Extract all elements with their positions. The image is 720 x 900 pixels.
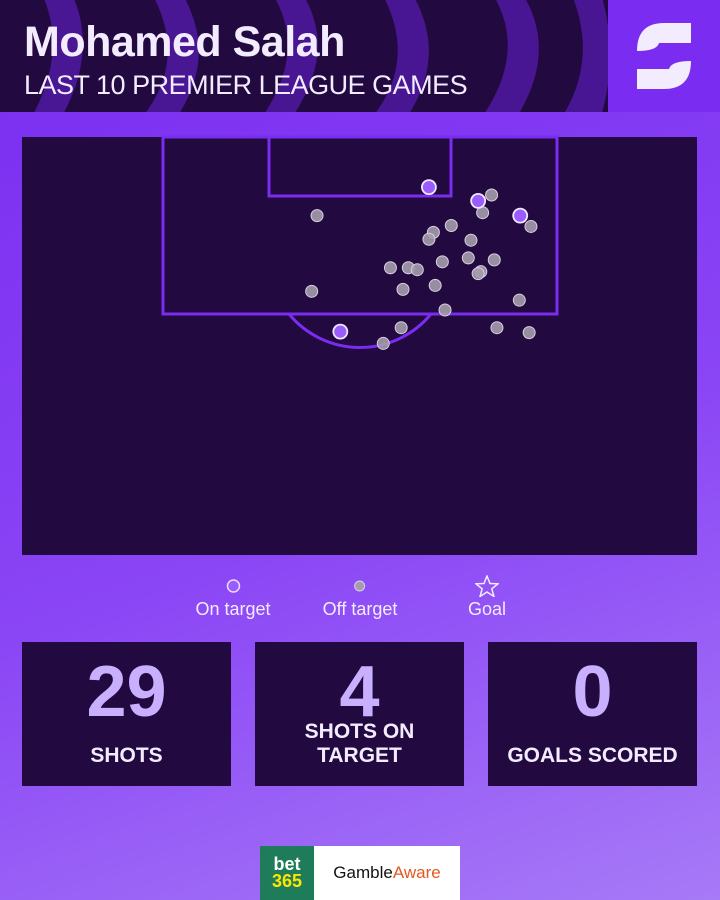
shot-off-target (464, 233, 478, 247)
six-yard-box (267, 135, 453, 198)
stat-goals: 0 GOALS SCORED (488, 642, 697, 786)
shot-on-target (421, 179, 437, 196)
s-logo-icon (637, 23, 691, 89)
shot-off-target (522, 326, 536, 340)
stat-value: 4 (339, 652, 380, 732)
shot-off-target (305, 284, 319, 298)
shot-off-target (394, 321, 408, 335)
shot-off-target (444, 218, 458, 232)
brand-logo (608, 0, 720, 112)
bet365-logo: bet 365 (260, 846, 314, 900)
shot-off-target (487, 253, 501, 267)
legend-off-target: Off target (322, 575, 398, 620)
star-icon (475, 575, 499, 597)
shot-off-target (512, 293, 526, 307)
stat-label: SHOTS ON TARGET (304, 720, 415, 767)
sponsor-banner: bet 365 Gamble Aware (260, 846, 460, 900)
legend-label: On target (195, 599, 271, 619)
shot-off-target (471, 267, 485, 281)
shot-off-target (524, 219, 538, 233)
stat-label: GOALS SCORED (507, 744, 678, 767)
legend-goal: Goal (468, 575, 506, 620)
stat-value: 29 (86, 652, 167, 732)
off-target-marker-icon (354, 580, 366, 592)
stat-label: SHOTS (90, 744, 163, 767)
legend-on-target: On target (195, 575, 271, 620)
bet365-text-top: bet (273, 854, 301, 874)
legend-label: Off target (322, 599, 398, 619)
player-name: Mohamed Salah (24, 18, 345, 66)
shot-map (22, 135, 697, 555)
subtitle: LAST 10 PREMIER LEAGUE GAMES (24, 70, 468, 100)
shot-off-target (396, 282, 410, 296)
header: Mohamed Salah LAST 10 PREMIER LEAGUE GAM… (0, 0, 608, 112)
shot-off-target (376, 336, 390, 350)
gambleaware-text-1: Gamble (333, 863, 393, 882)
shot-off-target (422, 232, 436, 246)
stat-shots-on-target: 4 SHOTS ON TARGET (255, 642, 464, 786)
gambleaware-logo: Gamble Aware (314, 846, 460, 900)
legend-label: Goal (467, 599, 507, 619)
shot-off-target (461, 251, 475, 265)
shot-on-target (332, 323, 349, 340)
on-target-marker-icon (226, 579, 240, 593)
shot-off-target (428, 278, 442, 292)
shot-off-target (485, 188, 499, 202)
shot-on-target (512, 207, 529, 224)
legend: On target Off target Goal (0, 575, 720, 625)
shot-off-target (310, 209, 324, 223)
stat-value: 0 (572, 652, 613, 732)
penalty-arc (287, 313, 433, 349)
shot-off-target (438, 303, 452, 317)
shot-off-target (410, 263, 424, 277)
shot-on-target (470, 192, 487, 209)
bet365-text-bottom: 365 (271, 871, 303, 891)
stat-shots: 29 SHOTS (22, 642, 231, 786)
shot-off-target (435, 255, 449, 269)
gambleaware-text-2: Aware (392, 863, 441, 882)
shot-off-target (490, 321, 504, 335)
shot-off-target (383, 261, 397, 275)
header-pattern (34, 0, 608, 112)
